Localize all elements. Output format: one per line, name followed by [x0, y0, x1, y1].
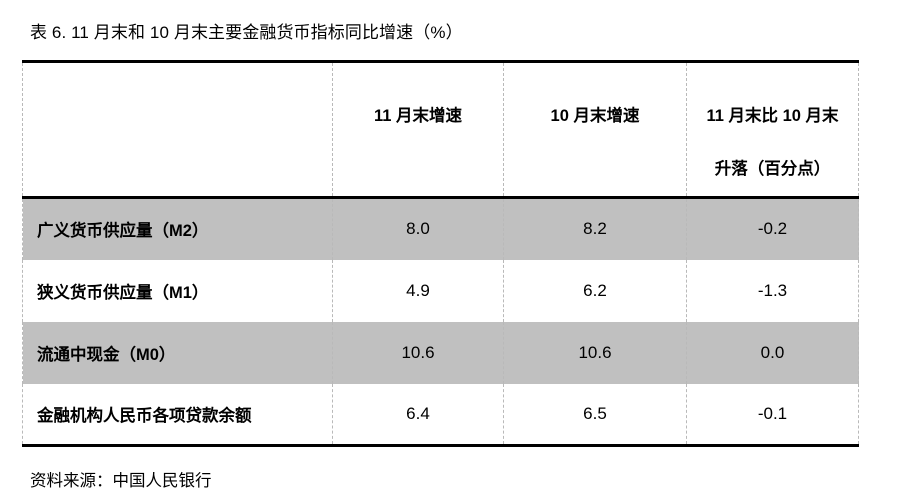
table-body: 广义货币供应量（M2） 8.0 8.2 -0.2 狭义货币供应量（M1） 4.9… [22, 197, 859, 447]
column-header-nov-growth: 11 月末增速 [332, 60, 504, 199]
column-header-change-line1: 11 月末比 10 月末 [706, 107, 839, 125]
source-note: 资料来源：中国人民银行 [30, 472, 212, 490]
column-header-change: 11 月末比 10 月末 升落（百分点） [686, 60, 859, 199]
column-header-nov-growth-label: 11 月末增速 [373, 107, 463, 125]
row-label-m0: 流通中现金（M0） [22, 321, 333, 384]
row-label-m2: 广义货币供应量（M2） [22, 197, 333, 260]
cell-m1-oct-growth: 6.2 [503, 259, 687, 322]
column-header-oct-growth: 10 月末增速 [503, 60, 687, 199]
table-header-row: 11 月末增速 10 月末增速 11 月末比 10 月末 升落（百分点） [22, 60, 859, 199]
table-row: 广义货币供应量（M2） 8.0 8.2 -0.2 [22, 197, 859, 260]
column-header-indicator [22, 60, 333, 199]
row-label-loans: 金融机构人民币各项贷款余额 [22, 383, 333, 447]
cell-m1-change: -1.3 [686, 259, 859, 322]
cell-loans-change: -0.1 [686, 383, 859, 447]
cell-loans-nov-growth: 6.4 [332, 383, 504, 447]
cell-m2-change: -0.2 [686, 197, 859, 260]
cell-m0-nov-growth: 10.6 [332, 321, 504, 384]
row-label-m1: 狭义货币供应量（M1） [22, 259, 333, 322]
cell-loans-oct-growth: 6.5 [503, 383, 687, 447]
cell-m1-nov-growth: 4.9 [332, 259, 504, 322]
cell-m2-nov-growth: 8.0 [332, 197, 504, 260]
table-header: 11 月末增速 10 月末增速 11 月末比 10 月末 升落（百分点） [22, 60, 859, 199]
cell-m2-oct-growth: 8.2 [503, 197, 687, 260]
cell-m0-change: 0.0 [686, 321, 859, 384]
column-header-change-line2: 升落（百分点） [714, 160, 831, 178]
column-header-oct-growth-label: 10 月末增速 [550, 107, 640, 125]
table-row: 流通中现金（M0） 10.6 10.6 0.0 [22, 321, 859, 384]
cell-m0-oct-growth: 10.6 [503, 321, 687, 384]
table-row: 狭义货币供应量（M1） 4.9 6.2 -1.3 [22, 259, 859, 322]
page-title: 表 6. 11 月末和 10 月末主要金融货币指标同比增速（%） [30, 23, 463, 42]
table-row: 金融机构人民币各项贷款余额 6.4 6.5 -0.1 [22, 383, 859, 447]
financial-indicators-table: 11 月末增速 10 月末增速 11 月末比 10 月末 升落（百分点） 广义货… [22, 60, 859, 447]
